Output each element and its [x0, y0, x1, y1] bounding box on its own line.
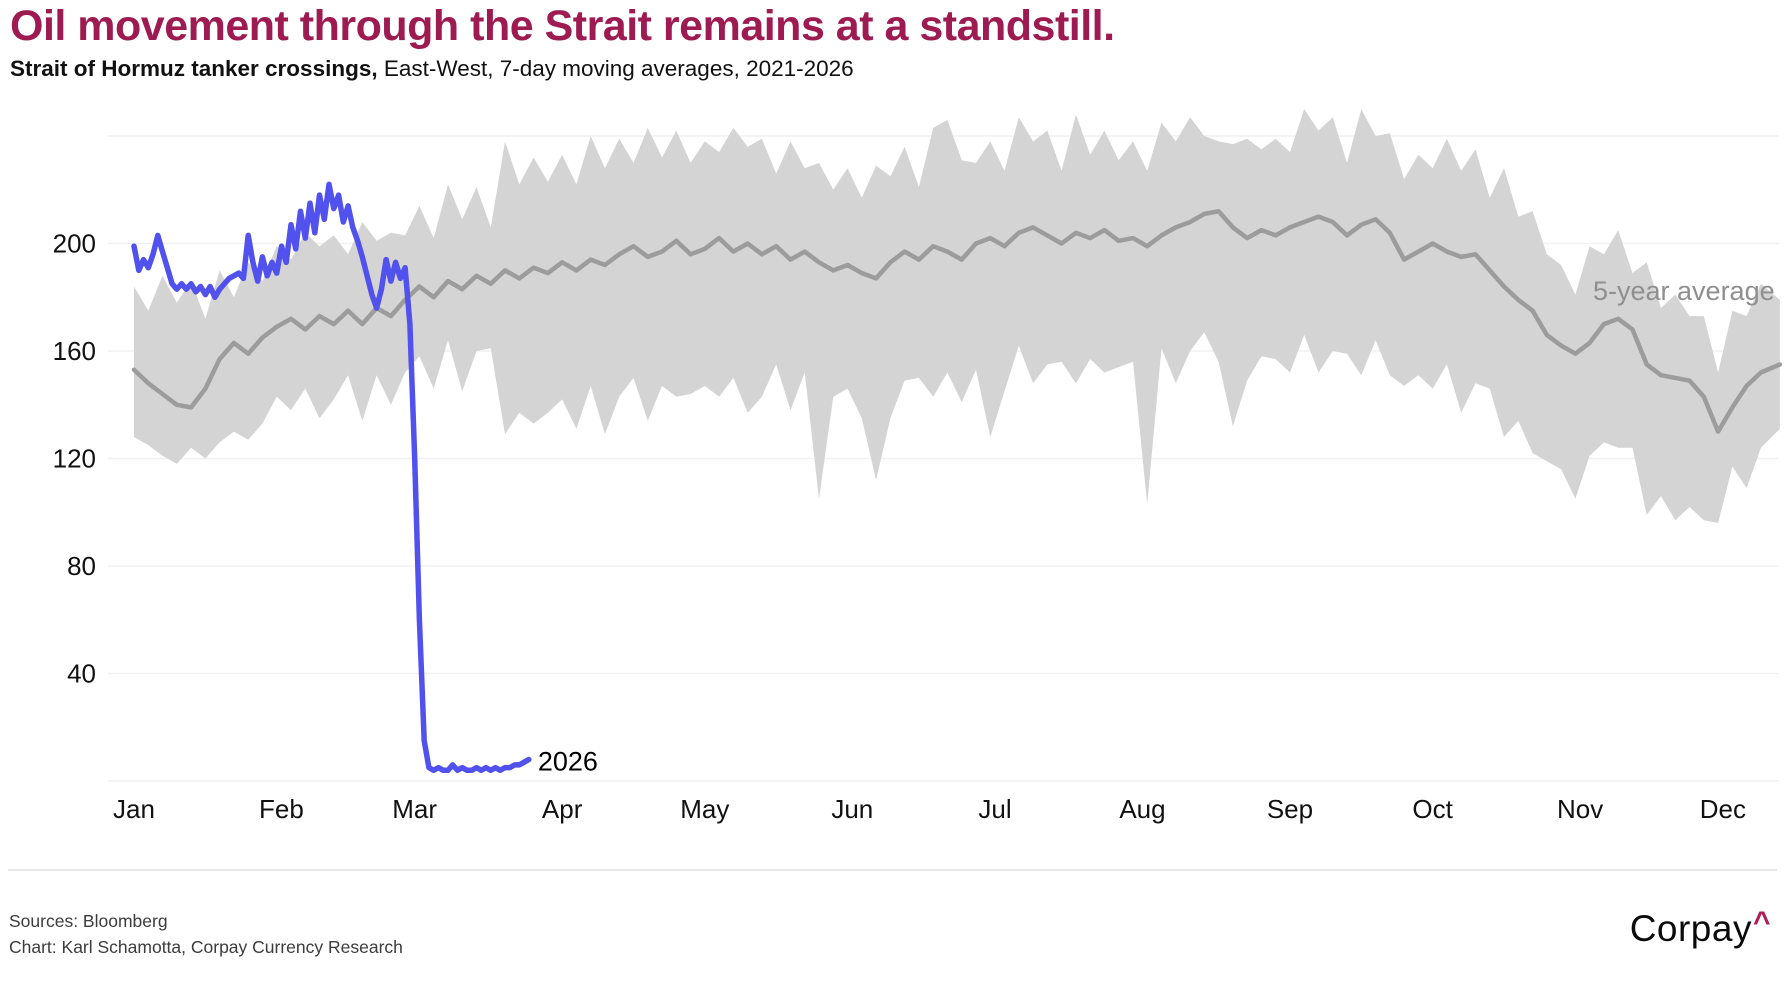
- page-title: Oil movement through the Strait remains …: [10, 2, 1115, 50]
- y-tick-label-80: 80: [67, 551, 96, 581]
- x-tick-label-jan: Jan: [113, 794, 155, 824]
- x-tick-label-nov: Nov: [1557, 794, 1603, 824]
- chart-subtitle-rest: East-West, 7-day moving averages, 2021-2…: [377, 56, 854, 81]
- five-year-range-band: [134, 109, 1780, 523]
- label-2026: 2026: [538, 747, 598, 777]
- x-tick-label-oct: Oct: [1412, 794, 1453, 824]
- x-tick-label-may: May: [680, 794, 729, 824]
- x-tick-label-mar: Mar: [392, 794, 437, 824]
- source-line: Sources: Bloomberg: [9, 911, 168, 931]
- y-tick-label-120: 120: [53, 444, 96, 474]
- x-tick-label-jun: Jun: [831, 794, 873, 824]
- credit-line: Chart: Karl Schamotta, Corpay Currency R…: [9, 937, 403, 957]
- x-tick-label-feb: Feb: [259, 794, 304, 824]
- corpay-logo: Corpay^: [1629, 906, 1771, 950]
- x-tick-label-jul: Jul: [978, 794, 1011, 824]
- x-tick-label-aug: Aug: [1119, 794, 1165, 824]
- corpay-logo-text: Corpay: [1629, 908, 1752, 949]
- x-tick-label-dec: Dec: [1700, 794, 1746, 824]
- five-year-average-label: 5-year average: [1593, 276, 1775, 306]
- footer-divider: [8, 869, 1777, 871]
- y-tick-label-160: 160: [53, 336, 96, 366]
- chart-subtitle-bold: Strait of Hormuz tanker crossings,: [10, 56, 378, 81]
- chart-subtitle: Strait of Hormuz tanker crossings, East-…: [10, 56, 854, 82]
- y-tick-label-40: 40: [67, 659, 96, 689]
- x-tick-label-sep: Sep: [1267, 794, 1313, 824]
- y-tick-label-200: 200: [53, 229, 96, 259]
- line-2026: [131, 181, 532, 774]
- footer-credits: Sources: Bloomberg Chart: Karl Schamotta…: [9, 908, 403, 960]
- corpay-logo-caret: ^: [1752, 906, 1771, 939]
- x-tick-label-apr: Apr: [542, 794, 583, 824]
